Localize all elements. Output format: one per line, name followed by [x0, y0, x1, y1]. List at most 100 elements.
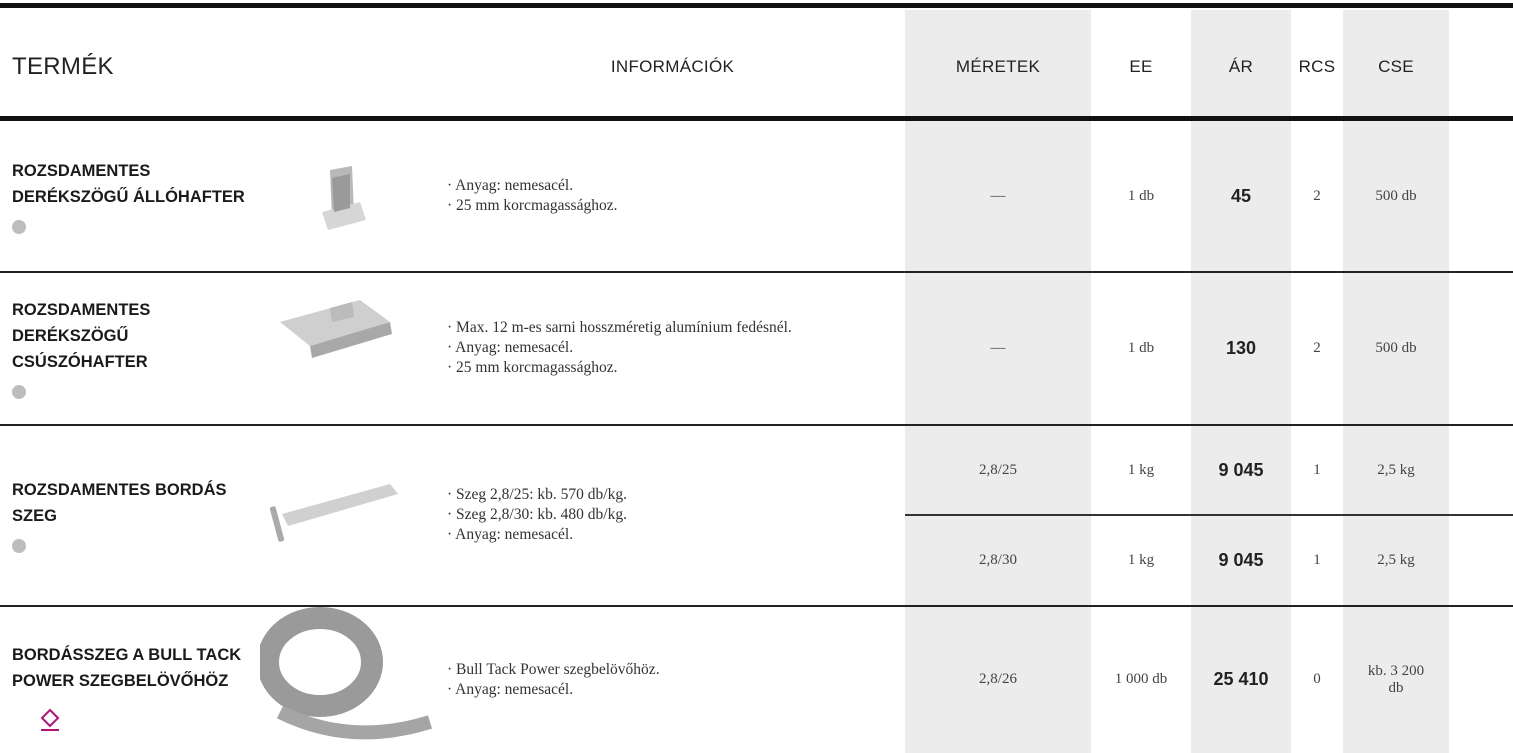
- cell-text: —: [990, 339, 1006, 356]
- nail-image: [269, 484, 398, 542]
- cell-price: 9 045: [1191, 425, 1291, 515]
- cell-rcs: 2: [1291, 272, 1343, 424]
- header-cell: EE: [1129, 57, 1153, 76]
- cell-cse: 500 db: [1343, 121, 1449, 271]
- cell-ee: 1 kg: [1091, 425, 1191, 515]
- cell-text: 130: [1225, 337, 1257, 358]
- cell-cse: kb. 3 200 db: [1343, 606, 1449, 753]
- row-rule: [0, 605, 1513, 607]
- top-rule: [0, 3, 1513, 8]
- cell-ee: 1 000 db: [1091, 606, 1191, 753]
- cell-ee: 1 db: [1091, 272, 1191, 424]
- header-cell: CSE: [1378, 57, 1414, 76]
- product-name: BORDÁSSZEG A BULL TACK POWER SZEGBELÖVŐHÖ…: [12, 606, 262, 753]
- header-cell: INFORMÁCIÓK: [610, 57, 735, 76]
- name-line: CSÚSZÓHAFTER: [12, 353, 148, 371]
- cell-size: 2,8/30: [905, 515, 1091, 605]
- cell-size: 2,8/25: [905, 425, 1091, 515]
- row-rule: [0, 271, 1513, 273]
- header-rule: [0, 116, 1513, 121]
- info-line: · Szeg 2,8/30: kb. 480 db/kg.: [447, 506, 627, 523]
- cell-price: 9 045: [1191, 515, 1291, 605]
- cell-cse: 2,5 kg: [1343, 515, 1449, 605]
- status-dot: [12, 220, 26, 234]
- cell-price: 130: [1191, 272, 1291, 424]
- cell-text: 500 db: [1375, 187, 1417, 204]
- cell-text: 45: [1230, 185, 1252, 206]
- bracket-image: [322, 166, 366, 230]
- cell-ee: 1 db: [1091, 121, 1191, 271]
- name-line: DERÉKSZÖGŰ ÁLLÓHAFTER: [12, 188, 245, 206]
- row-rule: [0, 424, 1513, 426]
- cell-text: 2: [1313, 339, 1321, 356]
- cell-price: 25 410: [1191, 606, 1291, 753]
- cell-text: 9 045: [1218, 459, 1264, 480]
- cell-text: 2,8/25: [979, 461, 1017, 478]
- name-line: SZEG: [12, 507, 57, 525]
- cell-text: 1 kg: [1127, 551, 1155, 568]
- variant-rule: [905, 514, 1513, 516]
- product-info: · Bull Tack Power szegbelövőhöz. · Anyag:…: [447, 606, 887, 753]
- cell-price: 45: [1191, 121, 1291, 271]
- cell-rcs: 1: [1291, 425, 1343, 515]
- cell-text: 2,8/26: [979, 671, 1017, 687]
- product-name: ROZSDAMENTES DERÉKSZÖGŰ ÁLLÓHAFTER: [12, 121, 262, 271]
- cell-text: —: [990, 187, 1006, 204]
- cell-size: —: [905, 272, 1091, 424]
- cell-ee: 1 kg: [1091, 515, 1191, 605]
- product-info: · Szeg 2,8/25: kb. 570 db/kg. · Szeg 2,8/…: [447, 425, 887, 605]
- column-shade: [1343, 10, 1449, 753]
- product-info: · Anyag: nemesacél. · 25 mm korcmagasságh…: [447, 121, 887, 271]
- info-line: · Bull Tack Power szegbelövőhöz.: [447, 660, 660, 678]
- cell-rcs: 2: [1291, 121, 1343, 271]
- cell-cse: 2,5 kg: [1343, 425, 1449, 515]
- cell-text: 1 000 db: [1114, 671, 1168, 687]
- cell-text: 1: [1313, 461, 1321, 478]
- cell-text: 500 db: [1375, 339, 1417, 356]
- name-line: ROZSDAMENTES BORDÁS: [12, 481, 227, 499]
- cell-text: 1 kg: [1127, 461, 1155, 478]
- cell-size: 2,8/26: [905, 606, 1091, 753]
- info-line: · Anyag: nemesacél.: [447, 177, 574, 194]
- cell-text: 25 410: [1213, 669, 1269, 689]
- status-dot: [12, 385, 26, 399]
- product-images: [260, 166, 433, 740]
- info-line: · 25 mm korcmagassághoz.: [447, 197, 618, 214]
- cell-text: 2: [1313, 187, 1321, 204]
- coating-icon: [40, 708, 60, 731]
- info-line: · Szeg 2,8/25: kb. 570 db/kg.: [447, 486, 627, 503]
- status-dot: [12, 539, 26, 553]
- info-line: · Anyag: nemesacél.: [447, 526, 574, 543]
- cell-text: kb. 3 200 db: [1367, 662, 1425, 696]
- cell-text: 1 db: [1127, 187, 1155, 204]
- slider-image: [280, 300, 392, 358]
- cell-size: —: [905, 121, 1091, 271]
- name-line: ROZSDAMENTES: [12, 162, 151, 180]
- cell-text: 1 db: [1127, 339, 1155, 356]
- name-line: DERÉKSZÖGŰ: [12, 327, 129, 345]
- info-line: · Anyag: nemesacél.: [447, 680, 574, 698]
- cell-text: 0: [1313, 671, 1321, 687]
- cell-text: 2,5 kg: [1377, 551, 1415, 568]
- column-shade: [905, 10, 1091, 753]
- product-info: · Max. 12 m-es sarni hosszméretig alumín…: [447, 272, 887, 424]
- header-cell: RCS: [1298, 57, 1336, 76]
- cell-text: 2,5 kg: [1377, 461, 1415, 478]
- coil-image: [260, 607, 433, 740]
- name-line: ROZSDAMENTES: [12, 301, 151, 319]
- name-line: POWER SZEGBELÖVŐHÖZ: [12, 671, 229, 690]
- header-cell: TERMÉK: [12, 53, 114, 80]
- cell-text: 9 045: [1218, 549, 1264, 570]
- header-cell: ÁR: [1228, 57, 1254, 76]
- cell-rcs: 1: [1291, 515, 1343, 605]
- cell-text: 1: [1313, 551, 1321, 568]
- cell-text: 2,8/30: [979, 551, 1017, 568]
- product-name: ROZSDAMENTES BORDÁS SZEG: [12, 425, 262, 605]
- cell-rcs: 0: [1291, 606, 1343, 753]
- cell-cse: 500 db: [1343, 272, 1449, 424]
- header-cell: MÉRETEK: [955, 57, 1041, 76]
- name-line: BORDÁSSZEG A BULL TACK: [12, 645, 242, 664]
- info-line: · Anyag: nemesacél.: [447, 339, 574, 356]
- info-line: · Max. 12 m-es sarni hosszméretig alumín…: [447, 319, 792, 336]
